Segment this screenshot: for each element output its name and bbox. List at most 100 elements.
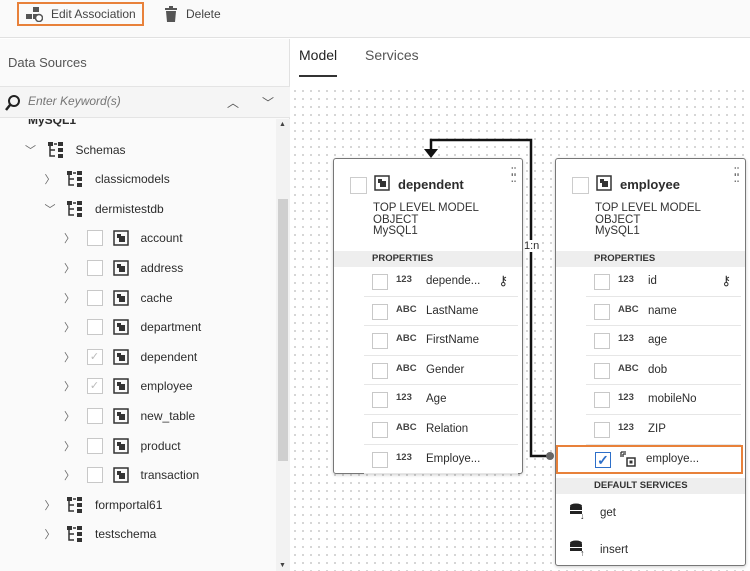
chevron-right-icon[interactable]: 〉 <box>44 499 56 512</box>
tree-node[interactable]: 〉 ✓ dependent <box>63 346 198 368</box>
chevron-up-icon[interactable]: ︿ <box>227 96 240 110</box>
tree-node[interactable]: 〉 product <box>63 435 181 457</box>
property-name: LastName <box>426 304 479 317</box>
chevron-right-icon[interactable]: 〉 <box>64 351 75 364</box>
tree-node-label: dependent <box>140 349 198 364</box>
chevron-right-icon[interactable]: 〉 <box>64 263 75 275</box>
property-checkbox[interactable] <box>594 333 610 350</box>
property-row[interactable]: 123 Age <box>364 385 518 415</box>
association-row[interactable]: ✓ employe... <box>556 444 743 475</box>
property-row[interactable]: ABC FirstName <box>364 326 518 356</box>
property-checkbox[interactable] <box>594 421 610 438</box>
tree-node[interactable]: 〉 transaction <box>63 464 200 486</box>
property-checkbox[interactable] <box>372 421 388 438</box>
chevron-down-icon[interactable]: ﹀ <box>25 144 36 157</box>
tree-node[interactable]: ﹀ MySQL1 <box>4 119 77 131</box>
property-row[interactable]: 123 mobileNo <box>586 385 741 415</box>
node-checkbox[interactable]: ✓ <box>86 378 103 395</box>
property-checkbox[interactable] <box>372 274 388 290</box>
association-connector[interactable] <box>291 39 750 571</box>
tree-node[interactable]: ﹀ Schemas <box>24 139 126 161</box>
service-insert[interactable]: ↑ insert <box>556 531 745 568</box>
node-checkbox[interactable] <box>86 319 103 336</box>
tree-node[interactable]: 〉 new_table <box>63 405 195 427</box>
drag-handle-icon[interactable]: ⁚⁚ ⁚⁚ <box>510 165 517 185</box>
chevron-down-icon[interactable]: ﹀ <box>5 119 17 127</box>
chevron-right-icon[interactable]: 〉 <box>64 381 75 394</box>
db-upload-icon: ↑ <box>570 540 586 559</box>
property-checkbox[interactable] <box>372 392 388 409</box>
property-checkbox[interactable] <box>372 333 388 350</box>
property-checkbox[interactable] <box>372 451 388 468</box>
property-checkbox[interactable] <box>594 392 610 409</box>
employee-model-card[interactable]: employee ⁚⁚ ⁚⁚ TOP LEVEL MODEL OBJECT MyS… <box>555 158 746 566</box>
card-select-checkbox[interactable] <box>350 177 367 194</box>
scrollbar-thumb[interactable] <box>278 199 288 461</box>
property-row[interactable]: ABC dob <box>586 356 741 386</box>
tree-node-label: transaction <box>140 468 200 483</box>
property-row[interactable]: ABC Relation <box>364 415 518 445</box>
tab-model[interactable]: Model <box>299 47 338 77</box>
node-checkbox[interactable] <box>86 408 103 424</box>
property-type: ABC <box>618 362 639 374</box>
property-row[interactable]: 123 Employe... <box>364 445 518 475</box>
node-checkbox[interactable] <box>86 289 103 306</box>
tab-services[interactable]: Services <box>365 47 419 63</box>
tree-node[interactable]: 〉 cache <box>63 287 173 309</box>
service-get[interactable]: ↓ get <box>556 494 745 531</box>
node-checkbox[interactable] <box>86 260 103 276</box>
property-checkbox[interactable] <box>372 303 388 320</box>
tree-node[interactable]: 〉 testschema <box>43 523 156 545</box>
chevron-right-icon[interactable]: 〉 <box>64 322 75 335</box>
property-row[interactable]: ABC Gender <box>364 356 518 386</box>
property-row[interactable]: 123 id ⚷ <box>586 267 741 297</box>
node-checkbox[interactable]: ✓ <box>86 348 103 365</box>
node-checkbox[interactable] <box>86 437 103 454</box>
data-sources-panel: Data Sources ︿ ﹀ ﹀ MySQL1 ﹀ Schemas 〉 classic… <box>0 39 290 571</box>
property-checkbox[interactable] <box>372 362 388 379</box>
chevron-right-icon[interactable]: 〉 <box>64 440 75 453</box>
chevron-right-icon[interactable]: 〉 <box>64 470 75 483</box>
tree-scrollbar[interactable]: ▲ ▼ <box>276 119 290 571</box>
property-type: 123 <box>618 421 634 433</box>
edit-association-button[interactable]: Edit Association <box>17 2 144 26</box>
node-checkbox[interactable] <box>86 230 103 247</box>
chevron-right-icon[interactable]: 〉 <box>44 529 56 542</box>
tree-node[interactable]: 〉 account <box>63 227 183 249</box>
tree-node[interactable]: ﹀ dermistestdb <box>43 198 164 220</box>
chevron-down-icon[interactable]: ﹀ <box>44 203 56 216</box>
chevron-right-icon[interactable]: 〉 <box>64 411 75 423</box>
property-checkbox[interactable] <box>594 274 610 290</box>
tree-node[interactable]: 〉 address <box>63 257 183 279</box>
tree-node-label: cache <box>140 290 173 305</box>
property-row[interactable]: 123 ZIP <box>586 415 741 445</box>
chevron-right-icon[interactable]: 〉 <box>44 174 56 187</box>
table-icon <box>112 437 131 454</box>
scroll-down-icon[interactable]: ▼ <box>279 562 286 569</box>
property-row[interactable]: ABC name <box>586 297 741 327</box>
dependent-model-card[interactable]: dependent ⁚⁚ ⁚⁚ TOP LEVEL MODEL OBJECT My… <box>333 158 523 475</box>
node-checkbox[interactable] <box>86 467 103 484</box>
service-name: get <box>600 506 616 519</box>
tree-node[interactable]: 〉 formportal61 <box>43 494 162 516</box>
property-row[interactable]: 123 depende... ⚷ <box>364 267 518 297</box>
drag-handle-icon[interactable]: ⁚⁚ ⁚⁚ <box>733 165 740 185</box>
tree-node[interactable]: 〉 department <box>63 316 201 338</box>
delete-button[interactable]: Delete <box>158 2 227 26</box>
tree-node[interactable]: 〉 classicmodels <box>43 168 170 190</box>
search-input[interactable] <box>28 94 208 108</box>
scroll-up-icon[interactable]: ▲ <box>279 121 286 128</box>
search-icon <box>5 95 20 111</box>
tree-node[interactable]: 〉 ✓ employee <box>63 375 193 397</box>
chevron-down-icon[interactable]: ﹀ <box>262 96 275 110</box>
association-checkbox[interactable]: ✓ <box>595 451 611 468</box>
key-icon: ⚷ <box>498 273 508 288</box>
property-checkbox[interactable] <box>594 362 610 379</box>
card-select-checkbox[interactable] <box>572 177 589 194</box>
chevron-right-icon[interactable]: 〉 <box>64 292 75 305</box>
property-row[interactable]: ABC LastName <box>364 297 518 327</box>
property-checkbox[interactable] <box>594 303 610 320</box>
chevron-right-icon[interactable]: 〉 <box>64 233 75 246</box>
table-icon <box>112 260 131 276</box>
property-row[interactable]: 123 age <box>586 326 741 356</box>
